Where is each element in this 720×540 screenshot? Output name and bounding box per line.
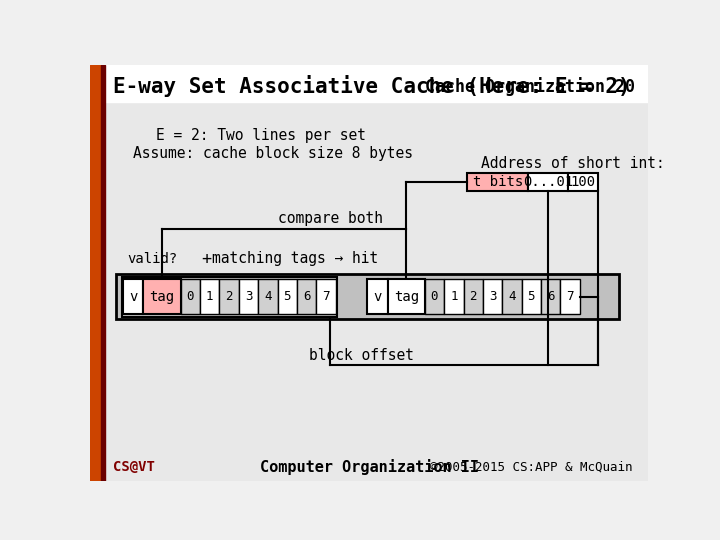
Bar (541, 279, 560, 314)
Bar (522, 279, 541, 314)
Text: ©2005-2015 CS:APP & McQuain: ©2005-2015 CS:APP & McQuain (430, 460, 632, 473)
Bar (528, 173, 568, 191)
Text: 6: 6 (303, 290, 310, 303)
Text: E-way Set Associative Cache (Here: E = 2): E-way Set Associative Cache (Here: E = 2… (113, 76, 631, 97)
Text: valid?: valid? (127, 252, 177, 266)
Text: Address of short int:: Address of short int: (482, 156, 665, 171)
Text: tag: tag (150, 289, 175, 303)
Text: 2: 2 (225, 290, 233, 303)
Text: 7: 7 (567, 290, 574, 303)
Bar (122, 276, 337, 316)
Bar (239, 279, 258, 314)
Bar (104, 102, 648, 456)
Bar (568, 173, 598, 191)
Text: 0: 0 (431, 290, 438, 303)
Bar (258, 279, 277, 314)
Bar (220, 279, 239, 314)
Bar (503, 279, 522, 314)
Bar (316, 279, 336, 314)
Text: tag: tag (394, 289, 419, 303)
Text: matching tags → hit: matching tags → hit (212, 251, 379, 266)
Bar (277, 279, 297, 314)
Text: 4: 4 (508, 290, 516, 303)
Bar (104, 455, 648, 481)
Text: 4: 4 (264, 290, 271, 303)
Text: 3: 3 (489, 290, 496, 303)
Bar (560, 279, 580, 314)
Bar (200, 279, 220, 314)
Bar (467, 173, 528, 191)
Text: block offset: block offset (309, 348, 414, 363)
Bar (367, 279, 387, 314)
Text: 100: 100 (570, 175, 595, 189)
Bar (483, 279, 503, 314)
Bar (181, 279, 200, 314)
Bar (444, 279, 464, 314)
Text: 5: 5 (528, 290, 535, 303)
Text: v: v (129, 289, 138, 303)
Text: 5: 5 (284, 290, 291, 303)
Text: Cache Organization 20: Cache Organization 20 (425, 77, 635, 96)
Text: Computer Organization II: Computer Organization II (259, 459, 479, 475)
Text: 1: 1 (450, 290, 458, 303)
Bar (123, 279, 143, 314)
Text: E = 2: Two lines per set: E = 2: Two lines per set (156, 128, 366, 143)
Text: +: + (201, 250, 211, 268)
Bar (143, 279, 181, 314)
Bar (387, 279, 425, 314)
Text: 0...01: 0...01 (523, 175, 573, 189)
Text: v: v (374, 289, 382, 303)
Bar (116, 274, 619, 319)
Text: CS@VT: CS@VT (113, 460, 155, 474)
Bar (464, 279, 483, 314)
Text: t bits: t bits (472, 175, 523, 189)
Bar (297, 279, 316, 314)
Text: 3: 3 (245, 290, 252, 303)
Text: 6: 6 (547, 290, 554, 303)
Text: 1: 1 (206, 290, 214, 303)
Text: 0: 0 (186, 290, 194, 303)
Bar (104, 65, 648, 102)
Text: 2: 2 (469, 290, 477, 303)
Bar (101, 65, 104, 481)
Text: Assume: cache block size 8 bytes: Assume: cache block size 8 bytes (132, 146, 413, 161)
Bar (90, 65, 101, 481)
Text: compare both: compare both (278, 211, 383, 226)
Bar (425, 279, 444, 314)
Text: 7: 7 (323, 290, 330, 303)
